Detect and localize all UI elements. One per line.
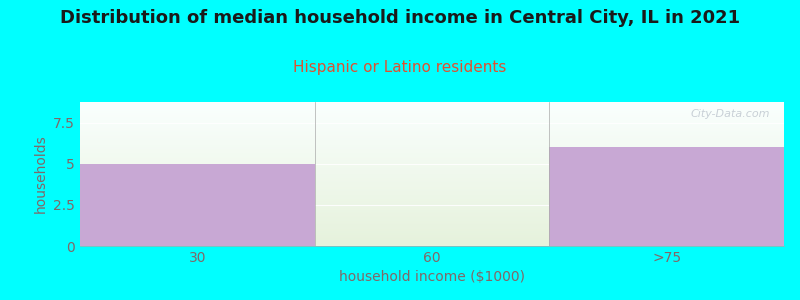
X-axis label: household income ($1000): household income ($1000) xyxy=(339,270,525,284)
Text: Distribution of median household income in Central City, IL in 2021: Distribution of median household income … xyxy=(60,9,740,27)
Text: City-Data.com: City-Data.com xyxy=(690,109,770,119)
Text: Hispanic or Latino residents: Hispanic or Latino residents xyxy=(294,60,506,75)
Bar xyxy=(550,147,784,246)
Bar xyxy=(80,164,314,246)
Y-axis label: households: households xyxy=(34,135,48,213)
